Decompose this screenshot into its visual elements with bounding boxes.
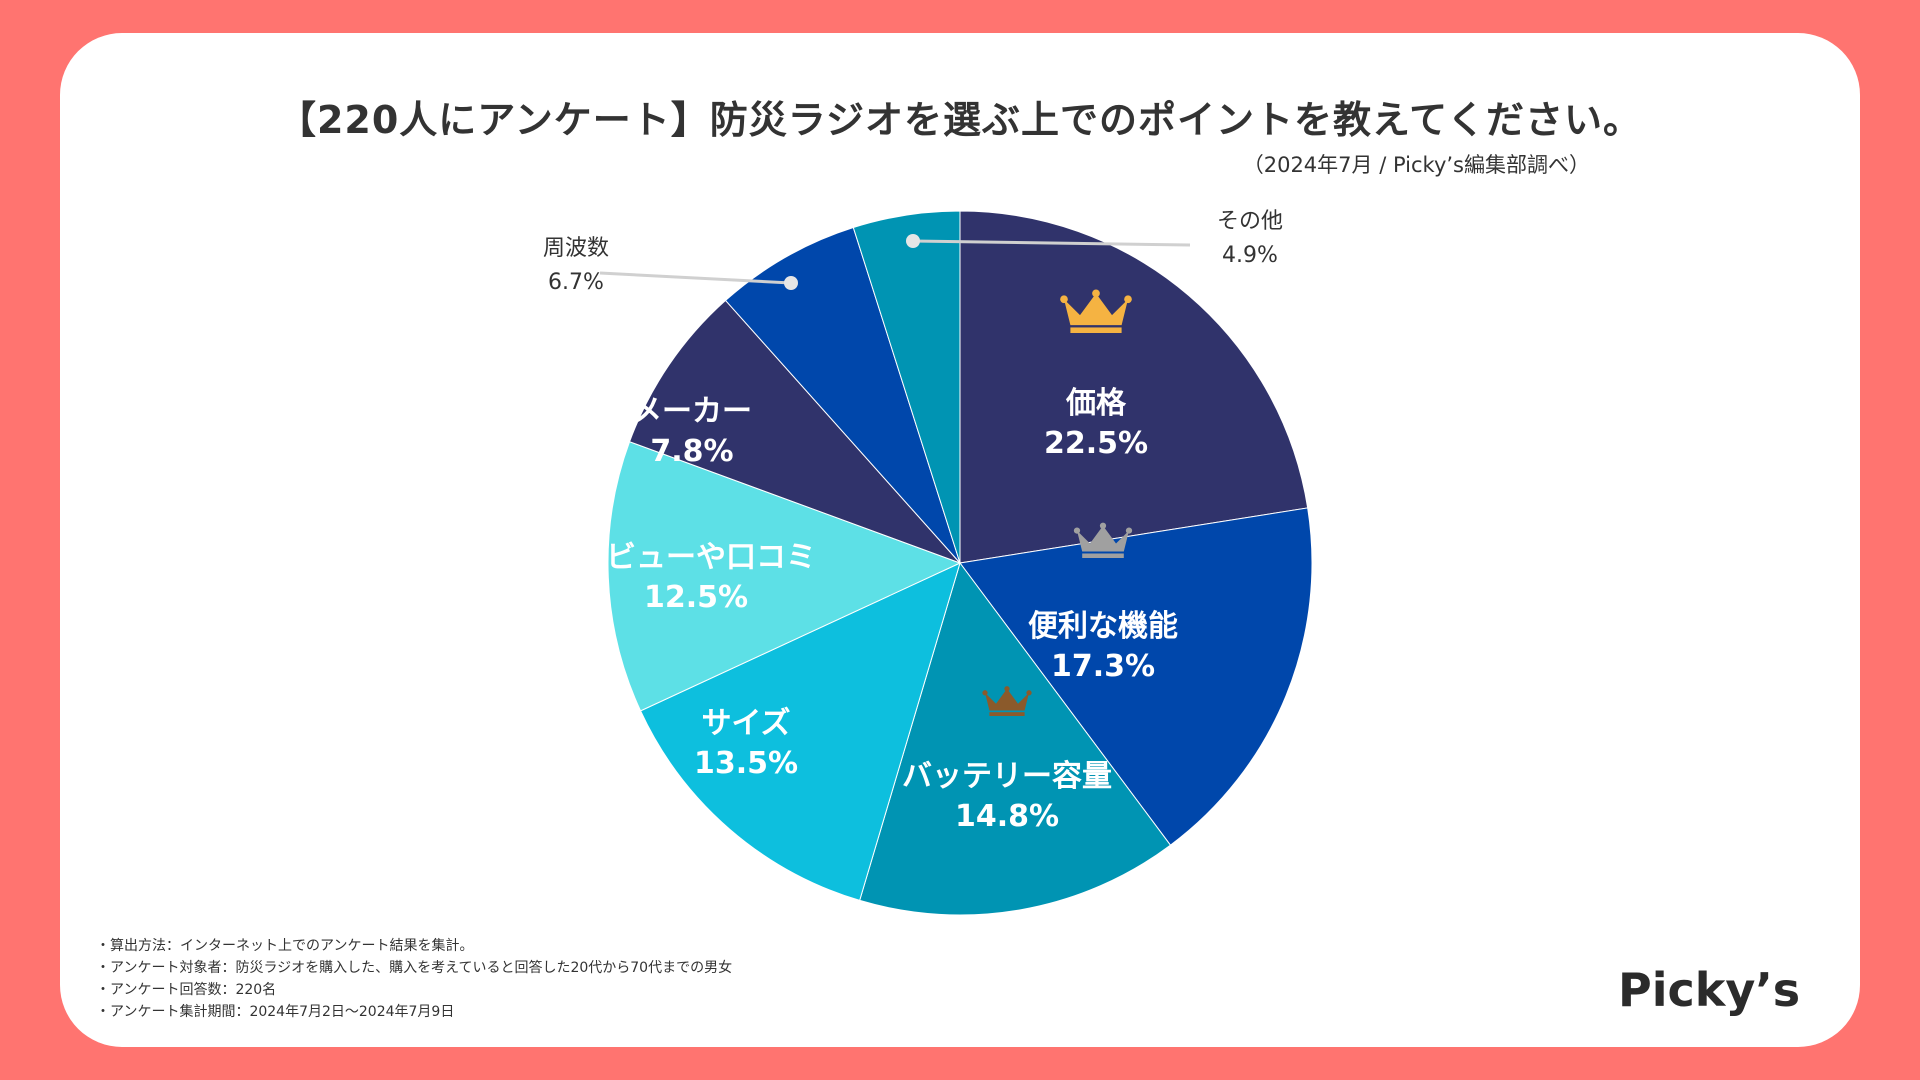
pie-slice — [959, 507, 1313, 846]
pie-slice — [639, 562, 961, 902]
note-target: ・アンケート対象者：防災ラジオを購入した、購入を考えていると回答した20代から7… — [96, 960, 733, 976]
brand-logo: Picky’s — [1618, 963, 1801, 1017]
slice-value: 12.5% — [644, 580, 748, 615]
leader-line — [912, 239, 1191, 247]
slice-label: その他 — [1217, 209, 1283, 234]
slice-value: 13.5% — [694, 746, 798, 781]
slice-label: バッテリー容量 — [902, 759, 1112, 794]
pie-slice — [724, 226, 961, 564]
crown-icon — [1060, 289, 1132, 333]
slice-value: 17.3% — [1051, 649, 1155, 684]
slice-value: 4.9% — [1222, 243, 1278, 268]
slice-label: 周波数 — [543, 236, 609, 261]
card: 【220人にアンケート】防災ラジオを選ぶ上でのポイントを教えてください。 （20… — [60, 33, 1860, 1047]
slice-value: 22.5% — [1044, 426, 1148, 461]
chart-title: 【220人にアンケート】防災ラジオを選ぶ上でのポイントを教えてください。 — [277, 98, 1642, 142]
survey-notes: ・算出方法：インターネット上でのアンケート結果を集計。 ・アンケート対象者：防災… — [96, 935, 732, 1023]
pie-chart: 価格 22.5% 便利な機能 17.3% バッテリー容量 14.8% サイズ 13.5% レビュ… — [543, 209, 1313, 916]
note-method: ・算出方法：インターネット上でのアンケート結果を集計。 — [96, 938, 474, 954]
slice-value: 14.8% — [955, 799, 1059, 834]
crown-icon — [982, 686, 1032, 716]
pie-slice — [852, 210, 961, 564]
note-period: ・アンケート集計期間：2024年7月2日〜2024年7月9日 — [96, 1004, 455, 1020]
slice-label: サイズ — [701, 706, 790, 741]
pie-slice — [628, 299, 961, 564]
slice-value: 6.7% — [548, 270, 604, 295]
pie-slice — [959, 210, 1309, 564]
crown-icon — [1073, 522, 1133, 558]
slice-label: 便利な機能 — [1028, 609, 1178, 644]
pie-slice — [607, 441, 962, 712]
pie-slice — [859, 561, 1172, 916]
leader-line — [599, 271, 792, 285]
leader-dot — [784, 276, 798, 290]
leader-dot — [906, 234, 920, 248]
slice-label: メーカー — [632, 394, 752, 429]
chart-subtitle: （2024年7月 / Picky’s編集部調べ） — [1242, 153, 1590, 177]
slice-label: レビューや口コミ — [576, 540, 816, 575]
slice-label: 価格 — [1065, 386, 1127, 421]
note-count: ・アンケート回答数：220名 — [96, 982, 277, 998]
slice-value: 7.8% — [650, 434, 733, 469]
